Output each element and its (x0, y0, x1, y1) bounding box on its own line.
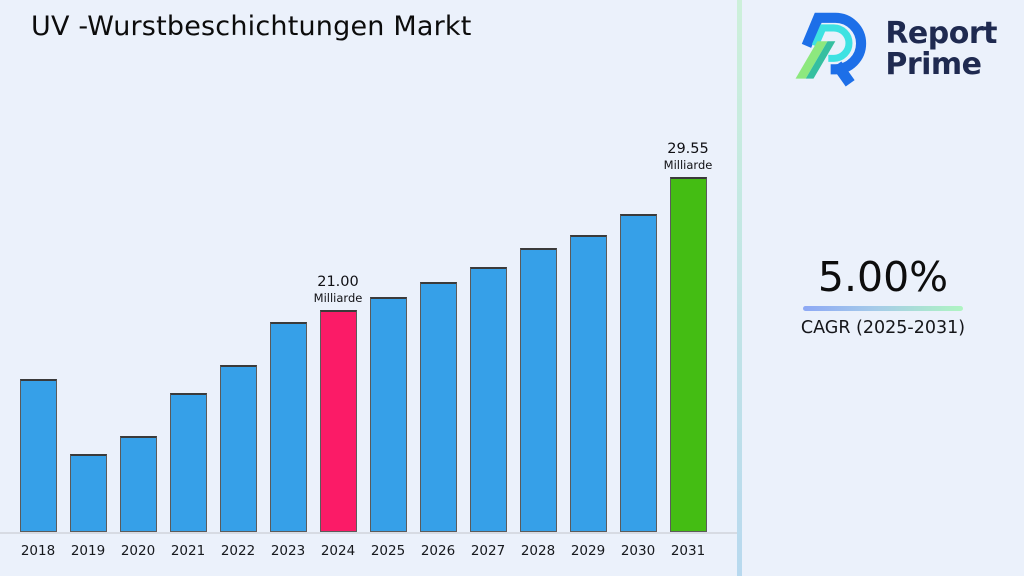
cagr-period-label: CAGR (2025-2031) (800, 318, 966, 338)
bar-chart: 21.00 Milliarde 29.55 Milliarde 2018 2019 202… (0, 141, 739, 559)
x-tick-2020: 2020 (120, 543, 156, 559)
bar-slot-2026 (413, 282, 463, 532)
bar-unit-2031: Milliarde (663, 158, 713, 172)
bar-value-label-2024: 21.00 Milliarde (314, 274, 363, 305)
bar-2029 (569, 235, 607, 532)
report-prime-logo-icon (795, 12, 867, 87)
bar-2031 (669, 177, 707, 532)
x-tick-2027: 2027 (470, 543, 506, 559)
bar-2018 (19, 379, 57, 532)
panel-divider (737, 0, 742, 576)
bar-slot-2024: 21.00 Milliarde (313, 274, 363, 532)
x-tick-2021: 2021 (170, 543, 206, 559)
x-axis-labels: 2018 2019 2020 2021 2022 2023 2024 2025 2026 2027… (13, 543, 713, 559)
x-tick-2029: 2029 (570, 543, 606, 559)
page-title: UV -Wurstbeschichtungen Markt (31, 11, 472, 42)
bar-2027 (469, 267, 507, 532)
x-tick-2023: 2023 (270, 543, 306, 559)
x-tick-2026: 2026 (420, 543, 456, 559)
bar-2023 (269, 322, 307, 532)
bar-slot-2031: 29.55 Milliarde (663, 141, 713, 532)
x-tick-2030: 2030 (620, 543, 656, 559)
x-tick-2024: 2024 (320, 543, 356, 559)
x-tick-2031: 2031 (670, 543, 706, 559)
bar-slot-2028 (513, 248, 563, 532)
logo-word-prime: Prime (885, 47, 982, 82)
cagr-panel: 5.00% CAGR (2025-2031) (742, 0, 1024, 576)
x-tick-2019: 2019 (70, 543, 106, 559)
bar-unit-2024: Milliarde (313, 291, 363, 305)
x-tick-2028: 2028 (520, 543, 556, 559)
bar-slot-2019 (63, 454, 113, 532)
bar-slot-2030 (613, 214, 663, 532)
x-tick-2018: 2018 (20, 543, 56, 559)
bar-value-label-2031: 29.55 Milliarde (664, 141, 713, 172)
bar-slot-2027 (463, 267, 513, 532)
x-tick-2025: 2025 (370, 543, 406, 559)
bar-slot-2020 (113, 436, 163, 532)
bar-slot-2025 (363, 297, 413, 532)
bar-2026 (419, 282, 457, 532)
cagr-value: 5.00% (817, 253, 949, 301)
bar-slot-2021 (163, 393, 213, 532)
bar-2025 (369, 297, 407, 532)
report-prime-logo-text: Report Prime (885, 18, 997, 80)
bar-2022 (219, 365, 257, 532)
report-prime-logo: Report Prime (794, 8, 997, 90)
bar-2028 (519, 248, 557, 532)
bar-slot-2029 (563, 235, 613, 532)
bar-slot-2023 (263, 322, 313, 532)
bar-value-2024: 21.00 (317, 274, 359, 290)
bar-2024 (319, 310, 357, 532)
bar-value-2031: 29.55 (667, 141, 709, 157)
bar-group: 21.00 Milliarde 29.55 Milliarde (13, 141, 713, 532)
cagr-underline (803, 306, 963, 311)
bar-slot-2022 (213, 365, 263, 532)
bar-slot-2018 (13, 379, 63, 532)
bar-2030 (619, 214, 657, 532)
bar-2019 (69, 454, 107, 532)
bar-2021 (169, 393, 207, 532)
x-tick-2022: 2022 (220, 543, 256, 559)
x-axis-line (0, 532, 739, 534)
bar-2020 (119, 436, 157, 532)
logo-word-report: Report (885, 16, 997, 51)
